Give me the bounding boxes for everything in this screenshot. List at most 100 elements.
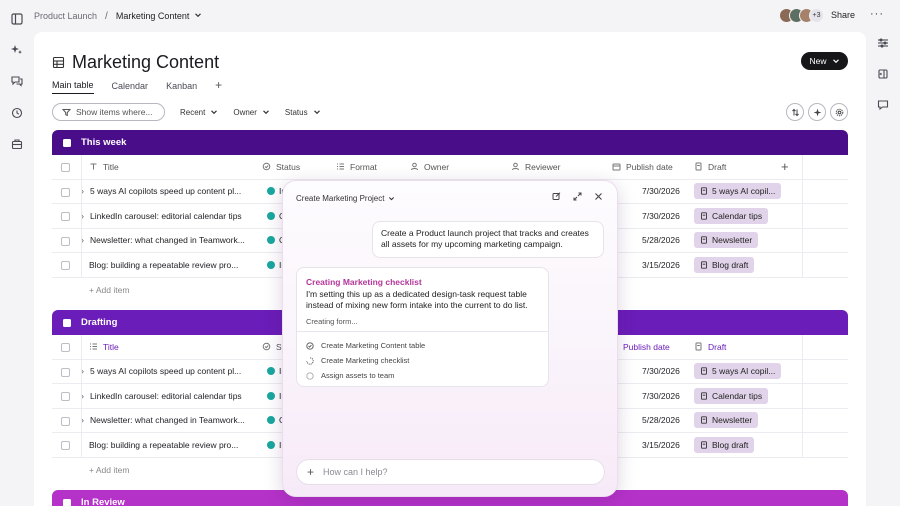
add-column-icon[interactable]: + (781, 159, 789, 175)
sidebar-toggle-icon[interactable] (10, 12, 24, 26)
draft-pill[interactable]: Newsletter (694, 232, 759, 249)
row-title[interactable]: › 5 ways AI copilots speed up content pl.… (81, 360, 241, 384)
row-draft[interactable]: Calendar tips (694, 204, 769, 228)
chevron-down-icon[interactable] (194, 11, 202, 21)
new-chat-icon[interactable] (552, 192, 561, 201)
col-draft[interactable]: Draft (694, 335, 726, 359)
sort-button[interactable] (786, 103, 804, 121)
row-title[interactable]: › Newsletter: what changed in Teamwork... (81, 229, 245, 253)
row-title[interactable]: Blog: building a repeatable review pro..… (89, 433, 238, 457)
collaborator-avatars[interactable]: +3 (779, 8, 824, 23)
col-publish-date[interactable]: Publish date (623, 341, 670, 352)
draft-pill[interactable]: Blog draft (694, 436, 755, 453)
group-checkbox[interactable] (63, 138, 71, 147)
group-header[interactable]: In Review (52, 490, 848, 506)
ai-sparkle-icon[interactable] (10, 43, 24, 57)
draft-pill[interactable]: Blog draft (694, 256, 755, 273)
expand-chevron-icon[interactable]: › (81, 366, 84, 377)
add-view-icon[interactable]: + (215, 78, 223, 92)
row-publish-date[interactable]: 5/28/2026 (642, 415, 680, 426)
row-checkbox[interactable] (61, 367, 70, 377)
draft-pill[interactable]: 5 ways AI copil... (694, 363, 782, 380)
share-button[interactable]: Share (830, 10, 855, 20)
col-status[interactable]: Status (262, 155, 300, 179)
col-reviewer[interactable]: Reviewer (511, 155, 560, 179)
comment-icon[interactable] (876, 98, 890, 112)
attach-plus-icon[interactable]: + (307, 465, 315, 479)
chat-input[interactable] (323, 467, 574, 477)
close-icon[interactable] (594, 192, 603, 201)
select-all-checkbox[interactable] (61, 163, 70, 172)
row-publish-date[interactable]: 3/15/2026 (642, 259, 680, 270)
group-checkbox[interactable] (63, 318, 71, 327)
add-item-button[interactable]: + Add item (89, 464, 130, 475)
row-publish-date[interactable]: 7/30/2026 (642, 210, 680, 221)
chat-bubbles-icon[interactable] (10, 74, 24, 88)
recent-dropdown[interactable]: Recent (180, 108, 218, 117)
col-publish-date[interactable]: Publish date (612, 155, 673, 179)
row-draft[interactable]: Blog draft (694, 253, 755, 277)
row-checkbox[interactable] (61, 236, 70, 246)
history-icon[interactable] (10, 106, 24, 120)
automation-button[interactable] (808, 103, 826, 121)
expand-chevron-icon[interactable]: › (81, 390, 84, 401)
row-title[interactable]: Blog: building a repeatable review pro..… (89, 253, 238, 277)
row-draft[interactable]: Newsletter (694, 229, 759, 253)
col-title[interactable]: Title (89, 155, 119, 179)
col-format[interactable]: Format (336, 155, 377, 179)
row-title[interactable]: › LinkedIn carousel: editorial calendar t… (81, 204, 242, 228)
more-options-icon[interactable]: ··· (870, 8, 884, 20)
row-checkbox[interactable] (61, 392, 70, 401)
group-checkbox[interactable] (63, 498, 71, 506)
row-title[interactable]: › Newsletter: what changed in Teamwork... (81, 409, 245, 433)
row-draft[interactable]: Newsletter (694, 409, 759, 433)
breadcrumb-current[interactable]: Marketing Content (115, 11, 190, 21)
tab-calendar[interactable]: Calendar (111, 80, 149, 91)
owner-dropdown[interactable]: Owner (233, 108, 270, 117)
row-checkbox[interactable] (61, 212, 70, 221)
settings-button[interactable] (830, 103, 848, 121)
row-draft[interactable]: 5 ways AI copil... (694, 360, 782, 384)
draft-pill[interactable]: Calendar tips (694, 387, 769, 404)
expand-chevron-icon[interactable]: › (81, 415, 84, 426)
row-draft[interactable]: Calendar tips (694, 384, 769, 408)
expand-chevron-icon[interactable]: › (81, 210, 84, 221)
panel-collapse-icon[interactable] (876, 67, 890, 81)
breadcrumb-parent[interactable]: Product Launch (34, 11, 98, 21)
filter-search-input[interactable]: Show items where... (52, 103, 165, 121)
draft-pill[interactable]: Newsletter (694, 412, 759, 429)
draft-pill[interactable]: Calendar tips (694, 207, 769, 224)
ai-assistant-panel: Create Marketing Project Create a Produc… (282, 180, 618, 497)
row-checkbox[interactable] (61, 261, 70, 270)
new-button[interactable]: New (801, 52, 848, 70)
row-checkbox[interactable] (61, 441, 70, 450)
expand-chevron-icon[interactable]: › (81, 235, 84, 246)
draft-pill[interactable]: 5 ways AI copil... (694, 183, 782, 200)
row-publish-date[interactable]: 7/30/2026 (642, 186, 680, 197)
row-publish-date[interactable]: 7/30/2026 (642, 390, 680, 401)
row-draft[interactable]: Blog draft (694, 433, 755, 457)
row-publish-date[interactable]: 5/28/2026 (642, 235, 680, 246)
col-owner[interactable]: Owner (410, 155, 449, 179)
tab-main-table[interactable]: Main table (52, 80, 94, 94)
row-publish-date[interactable]: 7/30/2026 (642, 366, 680, 377)
add-item-button[interactable]: + Add item (89, 284, 130, 295)
sliders-icon[interactable] (876, 36, 890, 50)
tab-kanban[interactable]: Kanban (166, 80, 198, 91)
status-dropdown[interactable]: Status (285, 108, 321, 117)
col-status[interactable]: St (262, 335, 284, 359)
select-all-checkbox[interactable] (61, 343, 70, 352)
group-header[interactable]: This week (52, 130, 848, 155)
row-title[interactable]: › LinkedIn carousel: editorial calendar t… (81, 384, 242, 408)
row-title[interactable]: › 5 ways AI copilots speed up content pl.… (81, 180, 241, 204)
col-title[interactable]: Title (89, 335, 119, 359)
row-checkbox[interactable] (61, 416, 70, 426)
row-publish-date[interactable]: 3/15/2026 (642, 439, 680, 450)
col-draft[interactable]: Draft (694, 155, 726, 179)
chat-title-dropdown[interactable]: Create Marketing Project (296, 194, 395, 203)
row-draft[interactable]: 5 ways AI copil... (694, 180, 782, 204)
expand-chevron-icon[interactable]: › (81, 186, 84, 197)
row-checkbox[interactable] (61, 187, 70, 197)
expand-icon[interactable] (573, 192, 582, 201)
briefcase-icon[interactable] (10, 137, 24, 151)
